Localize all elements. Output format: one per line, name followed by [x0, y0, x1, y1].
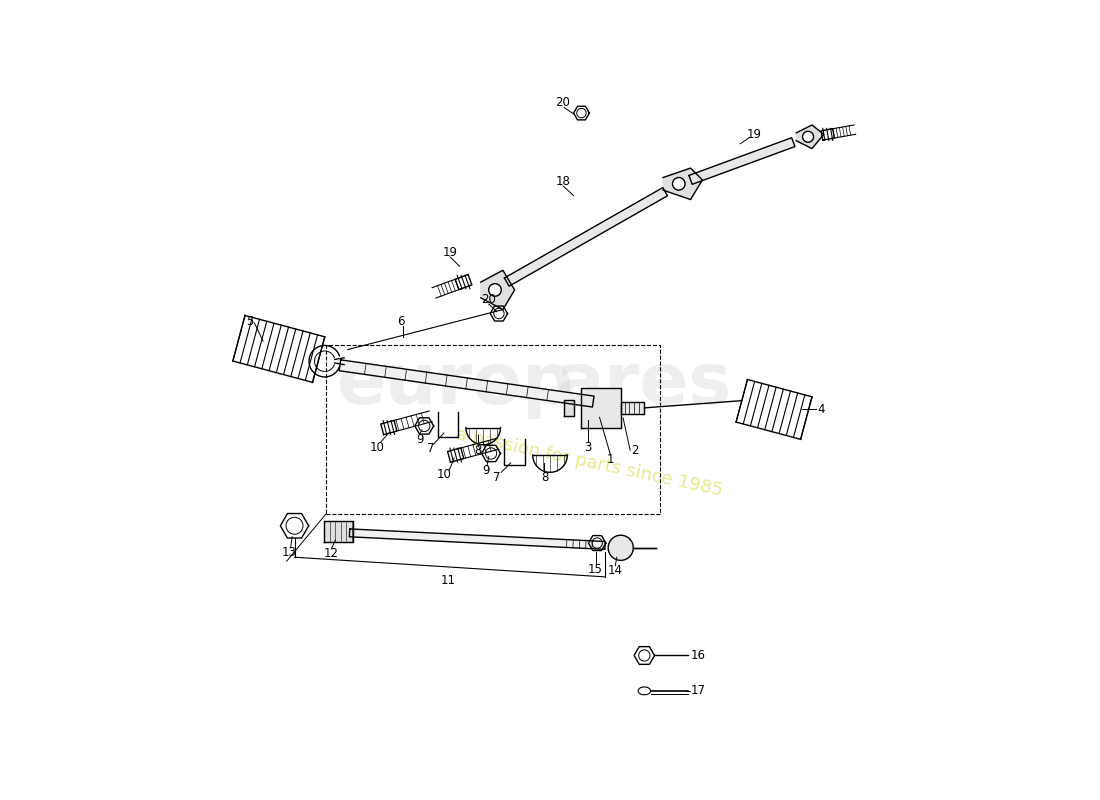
Text: 1: 1 — [607, 454, 614, 466]
Text: 9: 9 — [416, 433, 424, 446]
Text: a passion for parts since 1985: a passion for parts since 1985 — [454, 426, 725, 500]
Text: 3: 3 — [584, 441, 592, 454]
Text: 20: 20 — [481, 293, 496, 306]
Text: 20: 20 — [556, 96, 570, 110]
Text: 7: 7 — [493, 470, 500, 483]
Text: 17: 17 — [691, 684, 705, 698]
Polygon shape — [663, 168, 703, 199]
Polygon shape — [582, 388, 620, 427]
Circle shape — [803, 131, 814, 142]
Text: 4: 4 — [817, 403, 825, 416]
Polygon shape — [505, 187, 668, 286]
Text: 8: 8 — [541, 470, 548, 483]
Text: 16: 16 — [691, 649, 705, 662]
Polygon shape — [323, 521, 353, 542]
Text: 19: 19 — [747, 128, 762, 141]
Circle shape — [608, 535, 634, 560]
Polygon shape — [350, 529, 605, 550]
Text: 8: 8 — [474, 444, 482, 457]
Polygon shape — [796, 125, 824, 149]
Text: 7: 7 — [427, 442, 434, 455]
Text: ares: ares — [557, 350, 733, 418]
Text: 13: 13 — [282, 546, 296, 559]
Polygon shape — [339, 360, 594, 407]
Text: 19: 19 — [442, 246, 458, 258]
Text: 15: 15 — [588, 562, 603, 575]
Text: 6: 6 — [397, 315, 405, 328]
Polygon shape — [481, 270, 515, 310]
Text: 18: 18 — [556, 175, 571, 188]
Text: 11: 11 — [440, 574, 455, 587]
Text: 5: 5 — [246, 315, 253, 328]
Text: 12: 12 — [324, 546, 339, 560]
Text: 2: 2 — [631, 444, 639, 457]
Circle shape — [488, 284, 502, 296]
Text: 10: 10 — [437, 468, 451, 481]
Text: europ: europ — [337, 350, 574, 418]
Circle shape — [672, 178, 685, 190]
Polygon shape — [689, 138, 795, 184]
Text: 10: 10 — [370, 441, 385, 454]
Text: 9: 9 — [482, 464, 490, 478]
Text: 14: 14 — [607, 564, 623, 577]
Polygon shape — [564, 400, 573, 416]
Polygon shape — [620, 402, 645, 414]
